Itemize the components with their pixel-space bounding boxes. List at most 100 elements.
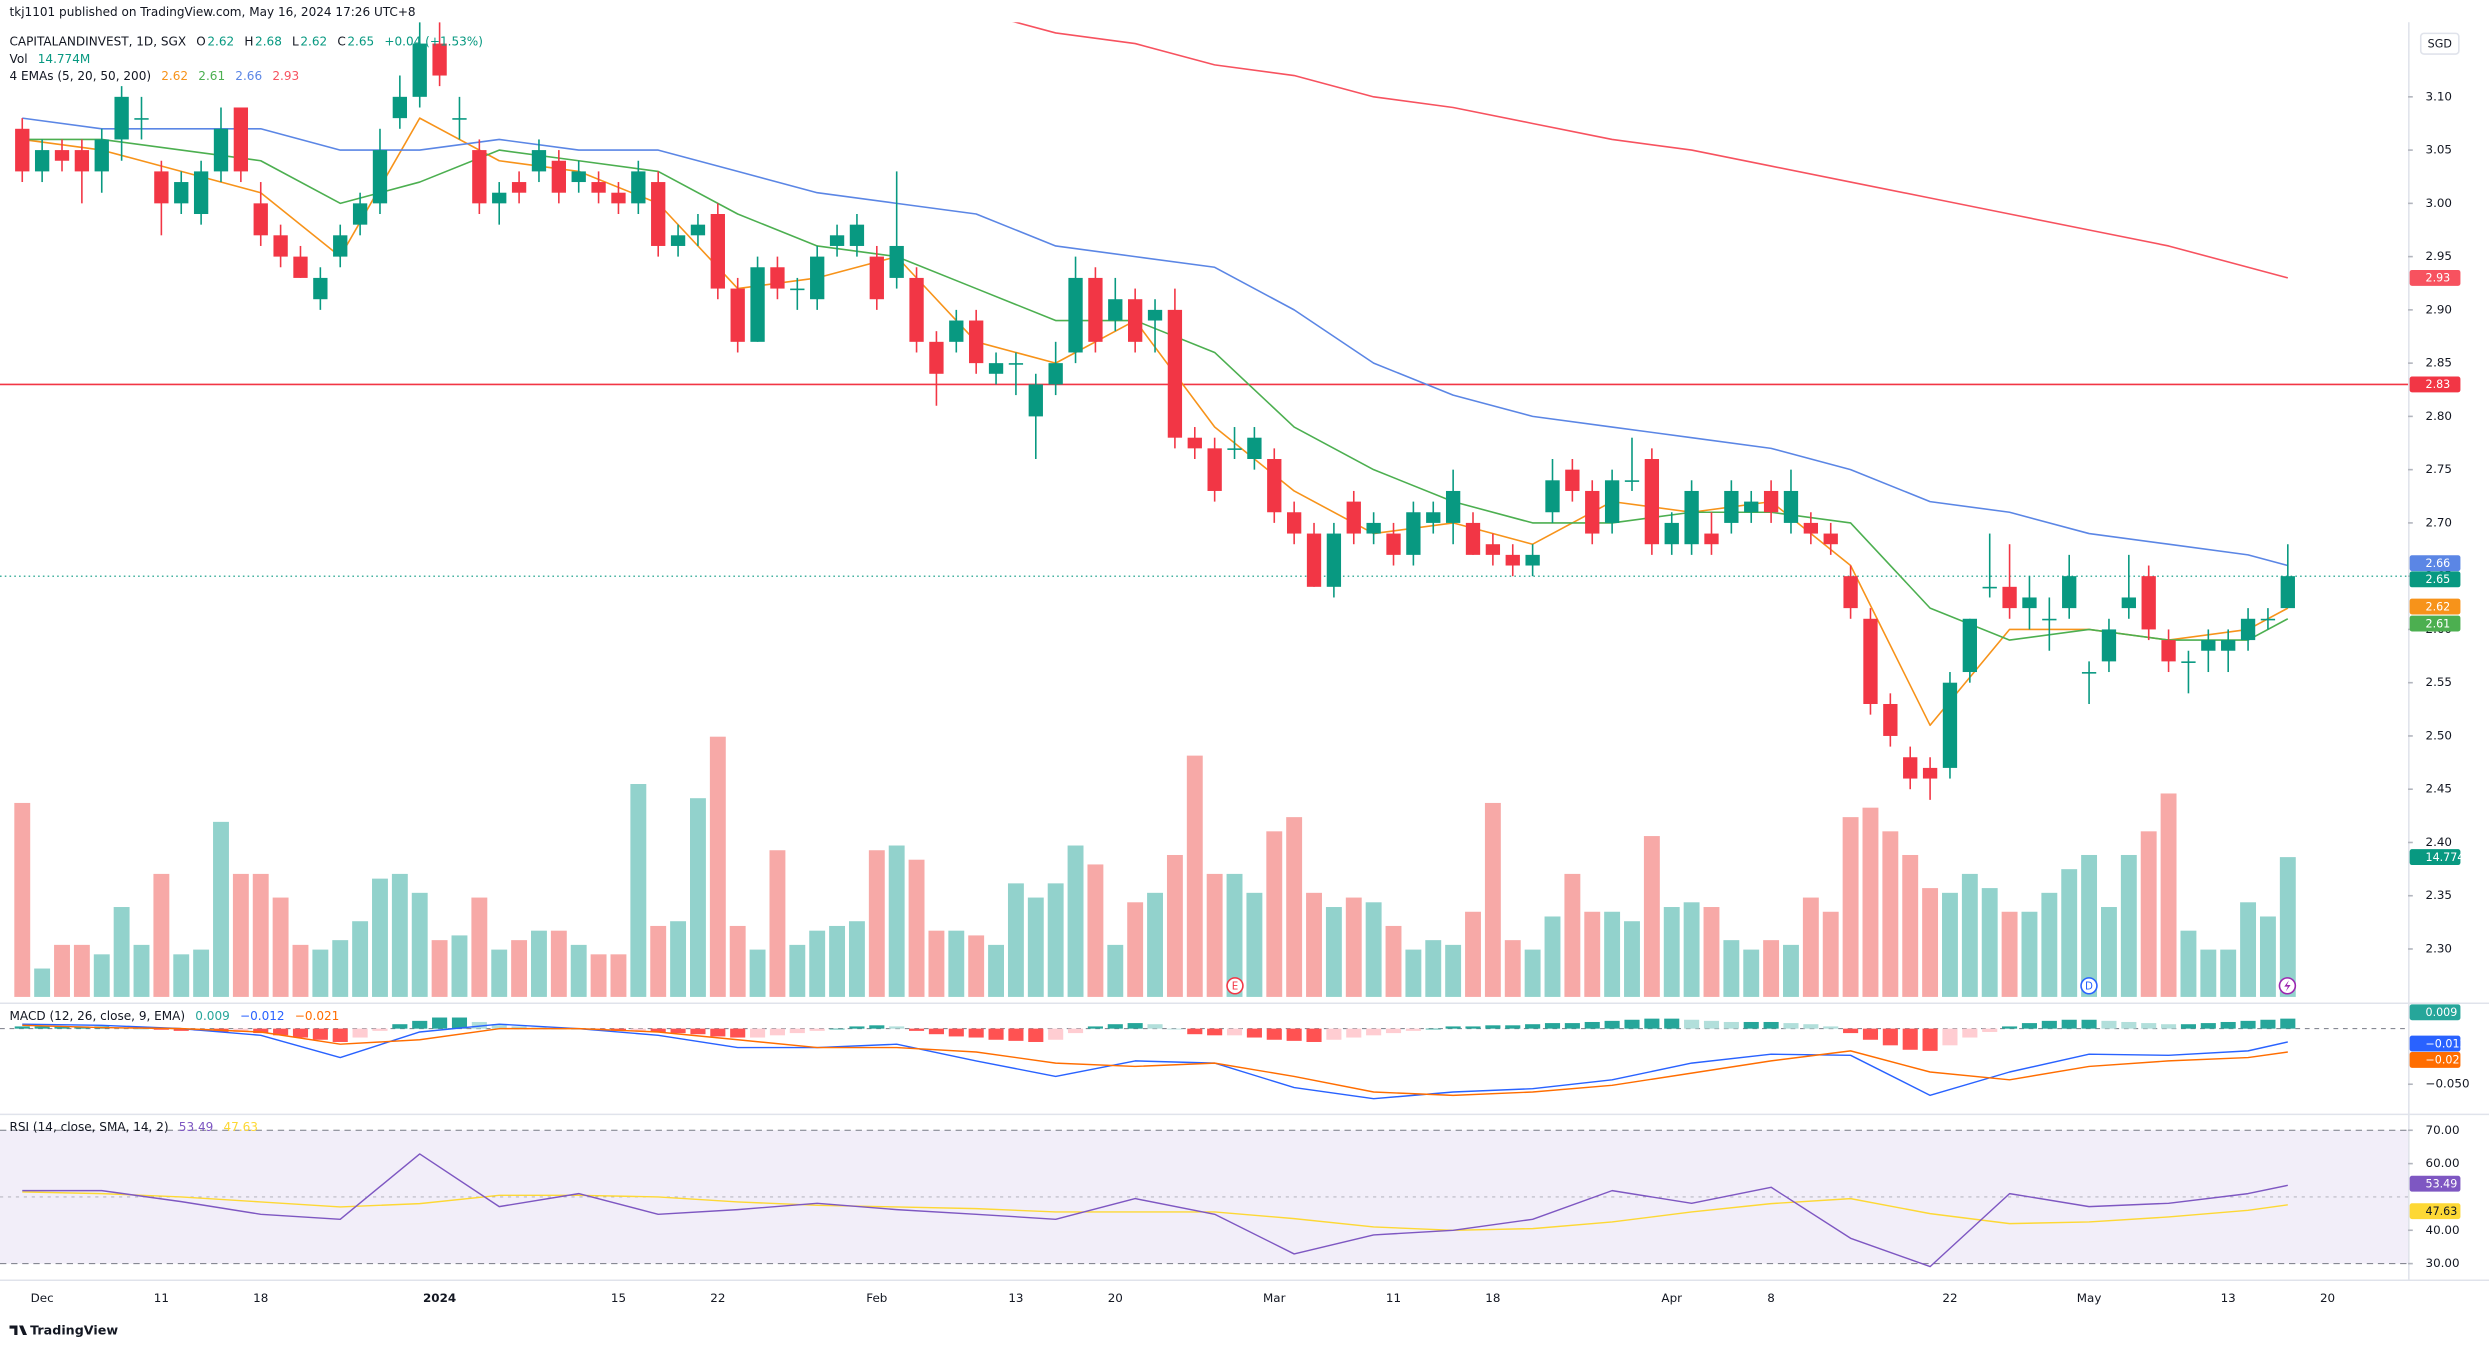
candle-body	[34, 150, 50, 172]
currency-box	[2419, 32, 2460, 55]
macd-histogram-bar	[1902, 1028, 1918, 1050]
volume-bar	[610, 954, 627, 997]
candle-body	[452, 118, 467, 120]
price-badge: 2.65	[2426, 573, 2451, 586]
volume-bar	[352, 921, 369, 997]
volume-bar	[789, 944, 806, 997]
x-tick-label: 20	[2320, 1291, 2335, 1305]
volume-bar	[1584, 911, 1601, 997]
rsi-line	[22, 1191, 2288, 1231]
l-value: 2.62	[300, 34, 327, 48]
footer-brand: TradingView	[30, 1323, 118, 1338]
macd-histogram-bar	[988, 1028, 1004, 1040]
candle-body	[54, 150, 70, 161]
macd-histogram-bar	[1385, 1028, 1402, 1034]
candle-body	[1883, 703, 1898, 736]
candle-body	[1604, 480, 1620, 523]
candle-body	[770, 267, 785, 289]
volume-bar	[332, 940, 349, 997]
macd-histogram-bar	[1067, 1028, 1084, 1034]
macd-histogram-bar	[769, 1028, 785, 1036]
candle-body	[869, 256, 884, 300]
volume-bar	[1802, 897, 1819, 997]
macd-histogram-bar	[1644, 1018, 1660, 1029]
volume-bar	[1147, 892, 1163, 997]
candle-body	[273, 235, 288, 257]
candle-body	[1704, 533, 1719, 545]
x-tick-label: 18	[253, 1291, 268, 1305]
event-circle	[1226, 977, 1244, 995]
macd-histogram-bar	[2021, 1023, 2038, 1029]
macd-histogram-bar	[630, 1028, 646, 1031]
macd-histogram-bar	[273, 1028, 289, 1036]
volume-bar	[928, 930, 945, 997]
candle-body	[1445, 490, 1461, 523]
macd-histogram-bar	[392, 1024, 408, 1029]
y-tick-label: 2.40	[2426, 835, 2452, 849]
volume-bar	[1942, 892, 1958, 997]
y-tick-label: 60.00	[2426, 1156, 2460, 1170]
candle-body	[1505, 554, 1520, 566]
macd-histogram-bar	[1862, 1028, 1879, 1040]
candle-body	[1267, 458, 1282, 513]
x-tick-label: May	[2077, 1291, 2102, 1305]
macd-histogram-bar	[1743, 1021, 1759, 1029]
macd-title: MACD (12, 26, close, 9, EMA)	[10, 1008, 186, 1022]
macd-histogram-bar	[1723, 1021, 1739, 1029]
candle-body	[313, 277, 328, 300]
y-tick-label: 2.30	[2426, 941, 2452, 955]
rsi-badge: 53.49	[2426, 1178, 2458, 1191]
candle-body	[929, 341, 944, 374]
y-tick-label: 40.00	[2426, 1223, 2460, 1237]
candle-body	[889, 245, 904, 278]
macd-histogram-bar	[670, 1028, 686, 1034]
y-tick-label: 70.00	[2426, 1123, 2460, 1137]
ema-badge-box	[2409, 555, 2461, 572]
candle-body	[1147, 309, 1163, 321]
candle-body	[293, 256, 308, 278]
ema-badge: 2.66	[2426, 557, 2451, 570]
candle-body	[571, 171, 586, 183]
volume-bar	[868, 850, 885, 997]
macd-histogram-bar	[153, 1028, 169, 1030]
candle-body	[2161, 640, 2176, 662]
macd-histogram-bar	[491, 1024, 507, 1029]
macd-histogram-bar	[511, 1026, 527, 1029]
candle-body	[1724, 490, 1739, 523]
volume-bar	[2001, 911, 2018, 997]
candle-body	[74, 150, 90, 172]
volume-bar	[1862, 807, 1879, 997]
volume-bar	[1683, 902, 1700, 997]
macd-histogram-bar	[809, 1028, 825, 1031]
y-tick-label: −0.050	[2426, 1077, 2470, 1091]
event-marker[interactable]	[2278, 977, 2297, 995]
volume-bar	[1166, 854, 1183, 997]
ema-badge: 2.93	[2426, 272, 2451, 285]
volume-badge-box	[2409, 849, 2461, 866]
event-icon	[2284, 980, 2291, 992]
volume-bar	[729, 925, 746, 997]
candle-body	[472, 150, 487, 204]
volume-bar	[650, 925, 667, 997]
candle-body	[790, 288, 805, 291]
volume-bar	[670, 921, 687, 997]
macd-histogram-bar	[1087, 1026, 1103, 1029]
candle-body	[651, 182, 666, 246]
event-marker[interactable]: E	[1226, 977, 1244, 995]
macd-histogram-bar	[909, 1028, 925, 1031]
candle-body	[1465, 522, 1481, 555]
volume-bar	[1246, 892, 1263, 997]
x-tick-label: 11	[1386, 1291, 1401, 1305]
candle-body	[2121, 597, 2136, 609]
rsi-legend: RSI (14, close, SMA, 14, 2) 53.49 47.63	[10, 1120, 258, 1134]
candle-body	[2201, 640, 2216, 651]
hline-badge-box	[2409, 376, 2461, 393]
candle-body	[1803, 522, 1819, 534]
macd-line	[22, 1024, 2288, 1097]
macd-histogram-bar	[650, 1028, 666, 1032]
volume-bar	[1981, 888, 1998, 997]
event-marker[interactable]: D	[2080, 977, 2098, 995]
macd-histogram-bar	[1664, 1018, 1680, 1029]
macd-histogram-bar	[432, 1017, 448, 1029]
